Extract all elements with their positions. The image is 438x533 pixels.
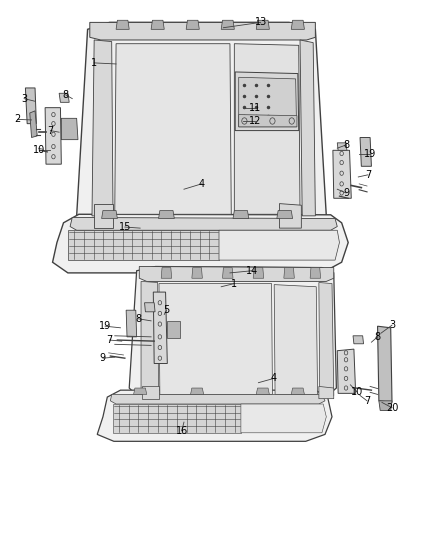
Polygon shape — [53, 214, 348, 273]
Polygon shape — [25, 88, 36, 124]
Polygon shape — [141, 281, 159, 395]
Polygon shape — [256, 388, 269, 394]
Text: 4: 4 — [271, 374, 277, 383]
Polygon shape — [291, 388, 304, 394]
Text: 8: 8 — [135, 314, 141, 324]
Polygon shape — [30, 111, 37, 138]
Polygon shape — [291, 20, 304, 29]
Polygon shape — [129, 266, 336, 399]
Text: 19: 19 — [364, 149, 376, 158]
Text: 8: 8 — [63, 90, 69, 100]
Polygon shape — [256, 20, 269, 29]
Polygon shape — [319, 282, 334, 395]
Polygon shape — [159, 284, 272, 394]
Polygon shape — [337, 349, 356, 393]
Polygon shape — [360, 138, 371, 166]
Text: 4: 4 — [198, 179, 205, 189]
Polygon shape — [68, 230, 219, 260]
Polygon shape — [151, 20, 164, 29]
Polygon shape — [234, 44, 300, 214]
Polygon shape — [284, 268, 294, 278]
Polygon shape — [253, 268, 264, 278]
Polygon shape — [279, 204, 301, 228]
Polygon shape — [337, 143, 347, 150]
Polygon shape — [219, 230, 339, 260]
Text: 9: 9 — [100, 353, 106, 363]
Polygon shape — [77, 22, 326, 228]
Polygon shape — [319, 386, 334, 399]
Text: 8: 8 — [374, 332, 381, 342]
Polygon shape — [221, 20, 234, 29]
Polygon shape — [378, 326, 392, 402]
Text: 10: 10 — [33, 146, 46, 155]
Polygon shape — [223, 268, 233, 278]
Text: 15: 15 — [119, 222, 131, 232]
Text: 7: 7 — [365, 170, 371, 180]
Text: 3: 3 — [21, 94, 27, 103]
Text: 9: 9 — [343, 188, 349, 198]
Polygon shape — [191, 388, 204, 394]
Polygon shape — [115, 44, 231, 214]
Polygon shape — [126, 310, 137, 337]
Text: 7: 7 — [47, 126, 53, 135]
Polygon shape — [159, 211, 174, 219]
Text: 11: 11 — [249, 103, 261, 113]
Text: 19: 19 — [99, 321, 111, 331]
Polygon shape — [113, 404, 241, 433]
Polygon shape — [45, 108, 61, 164]
Polygon shape — [277, 211, 293, 219]
Text: 5: 5 — [163, 305, 170, 315]
Polygon shape — [145, 303, 155, 312]
Polygon shape — [110, 394, 325, 404]
Text: 7: 7 — [106, 335, 113, 345]
Polygon shape — [274, 285, 318, 394]
Polygon shape — [97, 390, 332, 441]
Polygon shape — [134, 388, 147, 394]
Polygon shape — [59, 93, 69, 102]
Polygon shape — [300, 40, 315, 216]
Text: 10: 10 — [351, 387, 363, 397]
Polygon shape — [310, 268, 321, 278]
Polygon shape — [379, 401, 392, 410]
Polygon shape — [153, 292, 167, 364]
Text: 20: 20 — [386, 403, 398, 413]
Polygon shape — [92, 40, 113, 216]
Polygon shape — [142, 386, 159, 399]
Polygon shape — [167, 321, 180, 338]
Polygon shape — [239, 115, 297, 127]
Text: 1: 1 — [91, 58, 97, 68]
Text: 7: 7 — [364, 396, 370, 406]
Polygon shape — [102, 211, 117, 219]
Text: 12: 12 — [249, 116, 261, 126]
Text: 14: 14 — [246, 266, 258, 276]
Polygon shape — [241, 404, 326, 433]
Polygon shape — [233, 211, 249, 219]
Polygon shape — [161, 268, 172, 278]
Text: 16: 16 — [176, 426, 188, 435]
Polygon shape — [70, 217, 337, 230]
Polygon shape — [186, 20, 199, 29]
Polygon shape — [333, 150, 351, 198]
Polygon shape — [239, 77, 297, 127]
Polygon shape — [61, 118, 78, 140]
Polygon shape — [90, 22, 315, 40]
Text: 3: 3 — [389, 320, 395, 330]
Polygon shape — [353, 336, 364, 344]
Text: 8: 8 — [343, 140, 349, 150]
Text: 1: 1 — [231, 279, 237, 288]
Polygon shape — [192, 268, 202, 278]
Polygon shape — [116, 20, 129, 29]
Text: 2: 2 — [14, 115, 21, 124]
Polygon shape — [139, 266, 334, 281]
Polygon shape — [94, 204, 113, 228]
Text: 13: 13 — [254, 18, 267, 27]
Polygon shape — [235, 72, 299, 131]
